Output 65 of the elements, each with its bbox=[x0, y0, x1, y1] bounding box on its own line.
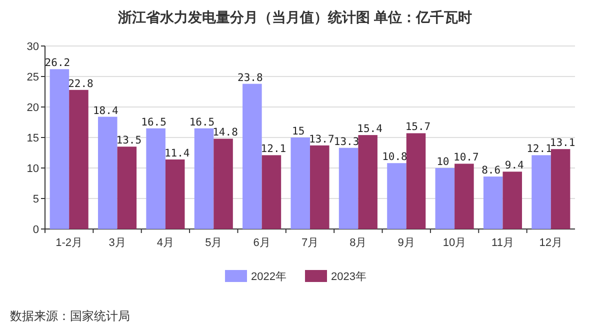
bar bbox=[406, 133, 426, 229]
bar bbox=[435, 168, 455, 229]
legend-label: 2022年 bbox=[251, 271, 286, 283]
x-tick-label: 8月 bbox=[350, 237, 367, 249]
data-label: 8.6 bbox=[482, 164, 501, 177]
data-label: 9.4 bbox=[504, 160, 524, 172]
bar bbox=[69, 90, 88, 229]
y-tick-label: 10 bbox=[26, 163, 39, 175]
data-label: 15.4 bbox=[357, 123, 382, 136]
data-label: 26.2 bbox=[44, 57, 70, 70]
bar bbox=[290, 138, 310, 229]
data-label: 14.8 bbox=[212, 126, 238, 139]
x-tick-label: 12月 bbox=[539, 237, 563, 249]
data-label: 22.8 bbox=[68, 78, 94, 90]
data-label: 11.4 bbox=[164, 147, 190, 160]
x-tick-label: 4月 bbox=[156, 237, 174, 249]
bar bbox=[310, 145, 330, 229]
data-label: 10.8 bbox=[382, 151, 408, 164]
data-label: 12.1 bbox=[260, 143, 286, 156]
bar bbox=[165, 159, 185, 229]
x-tick-label: 7月 bbox=[301, 237, 319, 249]
y-tick-label: 0 bbox=[32, 224, 39, 236]
x-tick-label: 3月 bbox=[108, 237, 126, 249]
bar bbox=[50, 69, 70, 229]
x-tick-label: 9月 bbox=[398, 237, 415, 249]
data-label: 18.4 bbox=[92, 104, 118, 117]
bar bbox=[98, 116, 118, 229]
data-label: 16.5 bbox=[189, 116, 215, 128]
bar bbox=[502, 172, 522, 229]
source-note: 数据来源：国家统计局 bbox=[10, 309, 130, 323]
data-label: 10.7 bbox=[454, 152, 479, 164]
bar bbox=[338, 148, 358, 229]
x-tick-label: 10月 bbox=[442, 237, 466, 249]
bar bbox=[454, 164, 474, 229]
data-label: 13.7 bbox=[308, 133, 334, 146]
bar bbox=[387, 163, 406, 229]
data-label: 13.1 bbox=[550, 137, 576, 150]
data-label: 15 bbox=[292, 126, 305, 138]
x-tick-label: 5月 bbox=[205, 237, 222, 249]
x-tick-label: 1-2月 bbox=[56, 237, 83, 249]
bar bbox=[146, 128, 166, 229]
data-label: 15.7 bbox=[405, 121, 431, 134]
bar bbox=[214, 138, 233, 229]
legend-label: 2023年 bbox=[331, 271, 366, 283]
x-tick-label: 11月 bbox=[492, 237, 514, 249]
bar bbox=[262, 155, 282, 229]
data-label: 16.5 bbox=[141, 116, 166, 128]
data-label: 10 bbox=[436, 156, 450, 168]
data-label: 12.1 bbox=[526, 143, 552, 156]
chart-title: 浙江省水力发电量分月（当月值）统计图 单位：亿千瓦时 bbox=[117, 9, 472, 25]
bar bbox=[532, 155, 551, 229]
y-tick-label: 25 bbox=[26, 72, 39, 84]
bar bbox=[194, 128, 214, 229]
bar bbox=[117, 146, 137, 229]
data-label: 13.5 bbox=[116, 134, 142, 147]
y-tick-label: 30 bbox=[26, 41, 39, 53]
y-tick-label: 15 bbox=[26, 132, 39, 144]
x-tick-label: 6月 bbox=[253, 237, 270, 249]
bar bbox=[242, 84, 262, 229]
y-tick-label: 5 bbox=[32, 194, 39, 206]
bar bbox=[550, 149, 570, 229]
y-tick-label: 20 bbox=[26, 102, 39, 114]
data-label: 23.8 bbox=[238, 72, 263, 84]
bar bbox=[483, 176, 503, 229]
bar bbox=[358, 135, 378, 229]
